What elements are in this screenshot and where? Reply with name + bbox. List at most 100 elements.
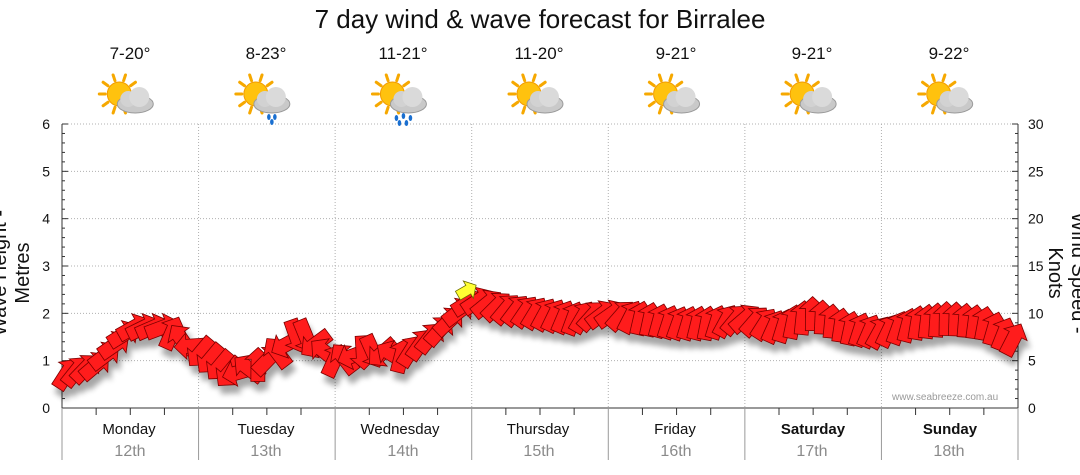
sun-ray [921, 100, 929, 108]
sun-ray [111, 73, 117, 83]
right-tick-label: 5 [1028, 353, 1036, 369]
day-label-thursday: Thursday [506, 421, 570, 438]
date-label-saturday: 17th [796, 443, 828, 460]
sun-ray [111, 105, 117, 115]
cloud [526, 87, 564, 114]
rain-drop [273, 114, 277, 120]
sun-ray [647, 80, 656, 88]
light-rain-icon [234, 73, 291, 125]
day-label-tuesday: Tuesday [237, 421, 295, 438]
sun-ray [101, 100, 110, 108]
sun-ray [647, 100, 656, 108]
rain-drop [401, 113, 406, 119]
temperature-sunday: 9-22° [928, 44, 970, 63]
left-tick-label: 6 [42, 116, 50, 132]
day-label-saturday: Saturday [780, 421, 846, 438]
sun-ray [511, 80, 520, 88]
sun-ray [384, 105, 390, 115]
partly-cloudy-icon [507, 73, 564, 115]
sun-ray [675, 80, 684, 88]
cloud [116, 87, 154, 114]
partly-cloudy-icon [780, 73, 837, 115]
sun-ray [804, 73, 810, 83]
left-tick-label: 5 [42, 163, 50, 179]
right-tick-label: 20 [1028, 211, 1044, 227]
date-label-sunday: 18th [933, 443, 965, 460]
sun-ray [374, 100, 383, 108]
sun-ray [238, 80, 247, 88]
rain-drop [267, 114, 271, 120]
sun-ray [521, 105, 527, 115]
sun-ray [384, 73, 390, 83]
day-label-wednesday: Wednesday [360, 421, 440, 438]
sun-ray [794, 105, 800, 115]
sun-ray [948, 80, 957, 88]
date-label-friday: 16th [660, 443, 692, 460]
cloud-puff [812, 87, 833, 107]
sun-ray [811, 80, 820, 88]
sun-ray [657, 105, 663, 115]
left-tick-label: 4 [42, 211, 50, 227]
sun-ray [248, 73, 254, 83]
right-tick-label: 10 [1028, 305, 1044, 321]
day-label-friday: Friday [654, 421, 696, 438]
sun-ray [395, 73, 401, 83]
right-tick-label: 0 [1028, 400, 1036, 416]
sun-ray [374, 80, 383, 88]
left-tick-label: 1 [42, 353, 50, 369]
wind-arrow [998, 323, 1028, 358]
partly-cloudy-icon [644, 73, 701, 115]
partly-cloudy-icon [917, 73, 974, 115]
day-label-monday: Monday [102, 421, 156, 438]
cloud [389, 87, 427, 114]
watermark: www.seabreeze.com.au [892, 392, 999, 403]
weather-icons [97, 73, 974, 126]
right-tick-label: 15 [1028, 258, 1044, 274]
temperature-friday: 9-21° [655, 44, 697, 63]
cloud-puff [675, 87, 696, 107]
rain-drop [397, 120, 402, 126]
rain-drop [408, 115, 413, 121]
left-tick-label: 0 [42, 400, 50, 416]
sun-ray [784, 80, 793, 88]
sun-ray [538, 80, 547, 88]
sun-ray [931, 105, 936, 115]
cloud-puff [948, 87, 969, 107]
sun-ray [657, 73, 663, 83]
temperature-monday: 7-20° [109, 44, 151, 63]
left-tick-label: 3 [42, 258, 50, 274]
sun-ray [668, 73, 674, 83]
sun-ray [402, 80, 411, 88]
cloud-puff [539, 87, 559, 107]
right-tick-label: 25 [1028, 163, 1044, 179]
chart-title: 7 day wind & wave forecast for Birralee [314, 4, 766, 34]
sun-ray [248, 105, 254, 115]
sun-ray [265, 80, 274, 88]
temperature-wednesday: 11-21° [378, 44, 428, 63]
cloud [799, 87, 837, 114]
sun-ray [921, 80, 929, 88]
date-label-thursday: 15th [523, 443, 555, 460]
sun-ray [122, 73, 127, 83]
cloud-puff [265, 87, 286, 107]
sun-ray [238, 100, 247, 108]
left-tick-label: 2 [42, 305, 50, 321]
sun-ray [784, 100, 793, 108]
sun-ray [794, 73, 800, 83]
sun-ray [129, 80, 137, 88]
rain-drop [394, 115, 399, 121]
right-tick-label: 30 [1028, 116, 1044, 132]
date-label-wednesday: 14th [387, 443, 419, 460]
rain-drop [404, 120, 409, 126]
date-label-tuesday: 13th [250, 443, 282, 460]
temperature-saturday: 9-21° [791, 44, 833, 63]
rain-drop [270, 119, 274, 125]
rain-icon [370, 73, 427, 126]
cloud-puff [129, 87, 150, 107]
temperature-thursday: 11-20° [514, 44, 564, 63]
right-axis-label: Wind Speed - Knots [1044, 212, 1080, 333]
partly-cloudy-icon [97, 73, 154, 115]
cloud [663, 87, 701, 114]
sun-ray [531, 73, 537, 83]
